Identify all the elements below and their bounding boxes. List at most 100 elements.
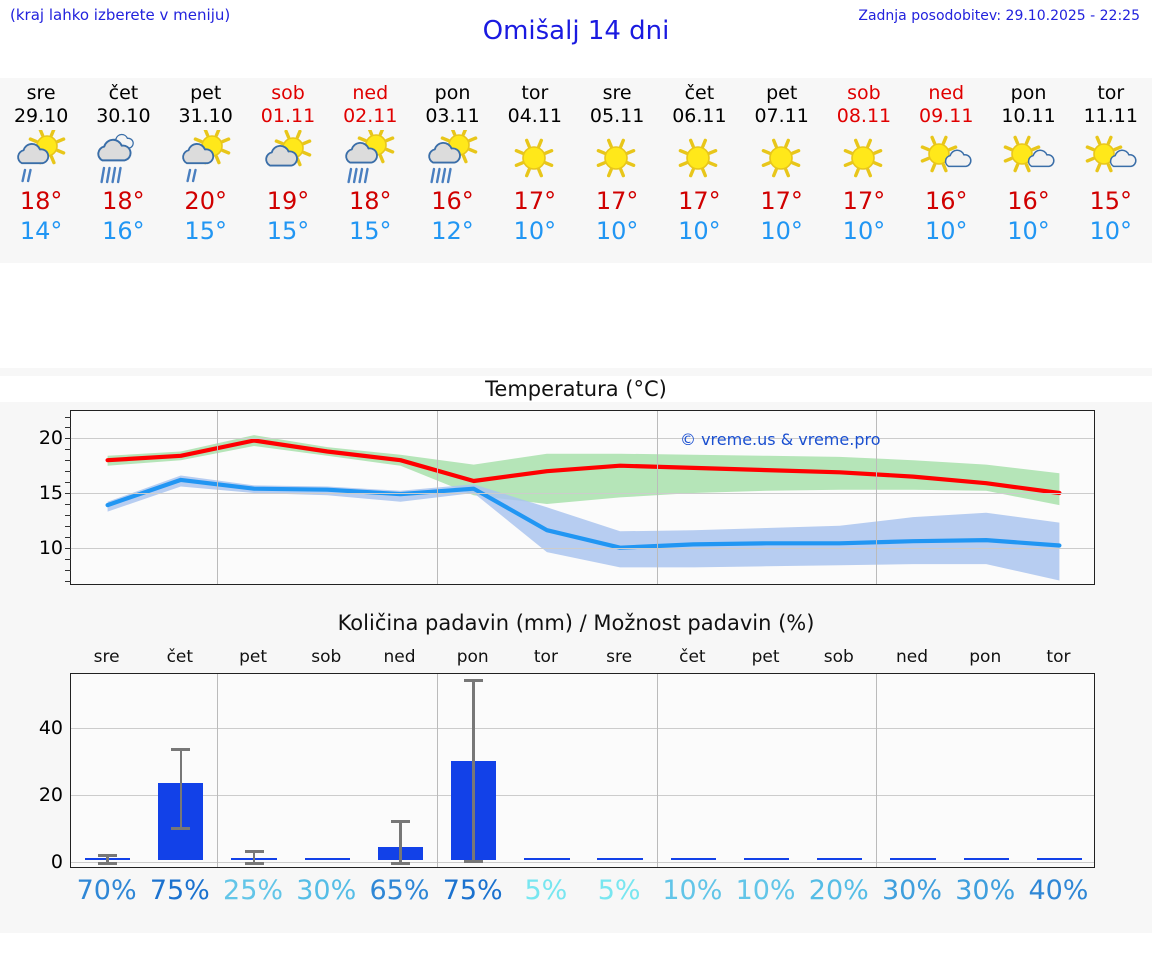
day-column: ned 02.11 18° 15° [329,78,411,246]
sun-icon [823,130,905,186]
precipitation-bar [524,858,570,861]
temp-max: 17° [678,187,721,215]
precipitation-bar [890,858,936,861]
gridline-horizontal [71,438,1094,440]
precipitation-probability-label: 30% [296,875,357,906]
day-column: tor 04.11 17° 10° [494,78,576,246]
day-column: ned 09.11 16° 10° [905,78,987,246]
day-date: 31.10 [178,105,233,127]
sun-small-cloud-icon [987,130,1069,186]
error-bar-cap [171,748,191,751]
temp-min: 10° [678,217,721,245]
y-axis-tick-mark [65,460,71,462]
day-of-week: sre [602,82,632,104]
day-date: 30.10 [96,105,151,127]
temp-max: 16° [431,187,474,215]
precipitation-day-labels: sre čet pet sob ned pon tor sre čet pet sob ned pon t… [70,645,1095,669]
precipitation-day-label: čet [679,647,706,667]
day-of-week: tor [1097,82,1125,104]
y-axis-tick-mark [65,471,71,473]
day-column: sre 29.10 18° 14° [0,78,82,246]
temp-min: 10° [1089,217,1133,245]
day-date: 06.11 [672,105,727,127]
sun-icon [494,130,576,186]
y-axis-tick-mark [65,547,71,549]
day-column: čet 30.10 18° 16° [82,78,164,246]
gridline-horizontal [71,727,1094,729]
error-bar [106,853,109,863]
precipitation-probability-row: 70% 75% 25% 30% 65% 75% 5% 5% 10% 10% 20% 30% 30% 40% [70,871,1095,911]
precipitation-probability-label: 25% [223,875,284,906]
day-date: 03.11 [425,105,480,127]
day-date: 10.11 [1001,105,1056,127]
temp-max: 18° [102,187,145,215]
day-column: sob 08.11 17° 10° [823,78,905,246]
precipitation-day-label: pet [239,647,267,667]
precipitation-probability-label: 30% [955,875,1016,906]
precipitation-probability-label: 70% [76,875,137,906]
day-of-week: ned [928,82,965,104]
day-column: pet 07.11 17° 10° [741,78,823,246]
y-axis-tick-mark [65,525,71,527]
day-date: 05.11 [589,105,645,127]
day-column: sob 01.11 19° 15° [247,78,329,246]
error-bar [399,819,402,863]
precipitation-probability-label: 40% [1028,875,1089,906]
temp-min: 14° [19,217,63,245]
y-axis-tick-mark [65,558,71,560]
menu-hint: (kraj lahko izberete v meniju) [10,6,231,24]
precipitation-day-label: ned [896,647,929,667]
precipitation-day-label: ned [383,647,416,667]
precipitation-day-label: čet [166,647,194,667]
precipitation-day-label: sob [311,647,342,667]
gridline-vertical [217,674,219,867]
sun-icon [658,130,740,186]
cloud-rain-icon [82,130,164,186]
y-axis-tick-mark [65,449,71,451]
temp-min: 16° [102,217,145,245]
y-axis-tick-mark [65,438,71,440]
gridline-vertical [437,411,439,584]
y-axis-tick-mark [65,514,71,516]
precipitation-probability-label: 75% [442,875,503,906]
sun-icon [576,130,658,186]
y-axis-tick-label: 40 [38,716,63,739]
precipitation-probability-label: 75% [149,875,210,906]
spacer [0,263,1152,368]
day-column: sre 05.11 17° 10° [576,78,658,246]
daily-forecast-strip: sre 29.10 18° 14° čet 30.10 18° 16° pet 31.10 2… [0,78,1152,263]
error-bar [252,850,256,863]
temp-max: 16° [1007,187,1050,215]
error-bar-cap [464,679,484,682]
day-date: 02.11 [343,105,398,127]
precipitation-bar [670,858,716,861]
y-axis-tick-mark [65,504,71,505]
day-of-week: čet [684,82,715,104]
day-of-week: čet [108,82,139,104]
precipitation-plot-area: 0 20 40 [39,673,1095,873]
day-date: 08.11 [836,105,892,127]
day-date: 29.10 [13,105,69,127]
temperature-plot-area: 10 15 20 [39,410,1095,585]
day-column: pon 03.11 16° 12° [411,78,493,246]
temp-max: 18° [19,187,63,215]
y-axis-tick-label: 20 [38,427,63,450]
day-date: 07.11 [754,105,809,127]
day-of-week: pon [1010,82,1047,104]
day-of-week: sre [26,82,56,104]
temp-max: 17° [842,187,886,215]
temp-max: 17° [595,187,639,215]
sun-small-cloud-icon [1070,130,1152,186]
day-of-week: pet [766,82,798,104]
precipitation-bar [963,858,1009,861]
y-axis-tick-label: 0 [50,851,63,874]
error-bar [179,748,183,827]
sun-cloud-rain-heavy-icon [329,130,411,186]
temperature-series-svg [105,435,1062,581]
day-date: 11.11 [1083,105,1138,127]
precipitation-day-label: sob [823,647,854,667]
temp-max: 17° [513,187,557,215]
precipitation-bar [817,858,863,861]
temp-max: 18° [348,187,392,215]
gridline-vertical [217,411,219,584]
